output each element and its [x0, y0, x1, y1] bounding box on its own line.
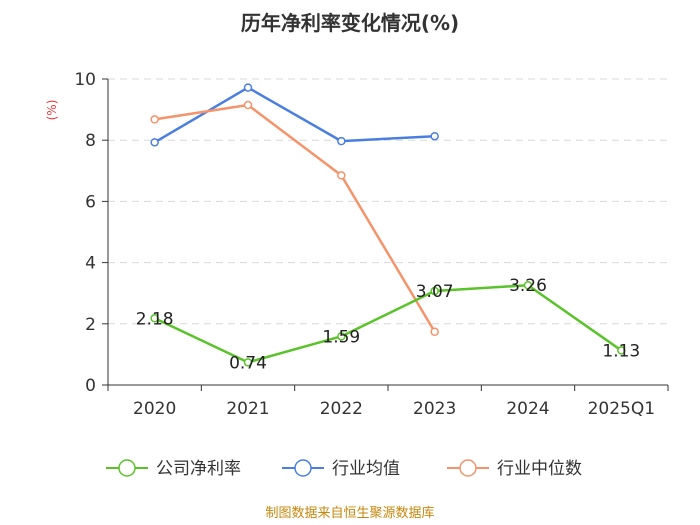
y-tick-label: 10: [74, 70, 96, 90]
series-2-point: [337, 171, 346, 180]
series-layer: [150, 83, 626, 367]
series-0-point: [617, 346, 626, 355]
legend-label: 行业中位数: [497, 459, 582, 479]
series-2-point: [150, 115, 159, 124]
x-tick-label: 2023: [413, 399, 456, 419]
y-axis-label: (%): [45, 100, 59, 121]
y-tick-label: 6: [85, 192, 96, 212]
series-0-point: [243, 358, 253, 367]
legend-item-0[interactable]: 公司净利率: [106, 459, 241, 479]
data-label: 2.18: [136, 309, 174, 329]
data-label: 0.74: [229, 353, 267, 373]
y-tick-label: 0: [85, 376, 96, 396]
data-label: 3.26: [509, 276, 547, 296]
axes: 0 2 4 6 8 10 2020 2021 2022 2023 2024 2025Q1: [74, 70, 669, 419]
series-2-line: [154, 103, 436, 333]
series-0-point: [337, 332, 346, 341]
x-tick-label: 2024: [506, 399, 549, 419]
series-0-point: [430, 286, 439, 296]
legend-label: 公司净利率: [156, 459, 241, 479]
series-1-line: [154, 86, 435, 144]
y-tick-label: 8: [85, 131, 96, 151]
x-tick-label: 2025Q1: [588, 399, 655, 419]
data-label: 1.13: [602, 341, 640, 361]
legend-marker: [459, 459, 477, 477]
legend[interactable]: 公司净利率 行业均值 行业中位数: [106, 459, 582, 479]
legend-marker: [118, 459, 136, 477]
data-labels: 2.18 0.74 1.59 3.07 3.26 1.13: [136, 276, 641, 373]
x-tick-label: 2022: [320, 399, 363, 419]
legend-item-1[interactable]: 行业均值: [282, 459, 400, 479]
gridlines: [108, 78, 668, 325]
series-0-point: [523, 280, 533, 290]
legend-item-2[interactable]: 行业中位数: [447, 459, 582, 479]
legend-marker: [294, 459, 312, 477]
data-label: 3.07: [416, 282, 454, 302]
series-0-point: [150, 314, 159, 323]
series-0-line: [154, 283, 623, 364]
y-tick-label: 4: [85, 254, 96, 274]
series-2-point: [430, 327, 439, 337]
series-1-point: [150, 138, 159, 147]
series-2-point: [243, 100, 253, 110]
x-tick-label: 2021: [226, 399, 269, 419]
series-1-point: [337, 136, 346, 146]
y-tick-label: 2: [85, 315, 96, 335]
source-note: 制图数据来自恒生聚源数据库: [265, 505, 434, 521]
series-1-point: [430, 131, 439, 141]
legend-label: 行业均值: [332, 459, 400, 479]
chart-title: 历年净利率变化情况(%): [241, 11, 459, 35]
x-tick-label: 2020: [133, 399, 176, 419]
series-1-point: [243, 83, 253, 92]
data-label: 1.59: [322, 327, 360, 347]
